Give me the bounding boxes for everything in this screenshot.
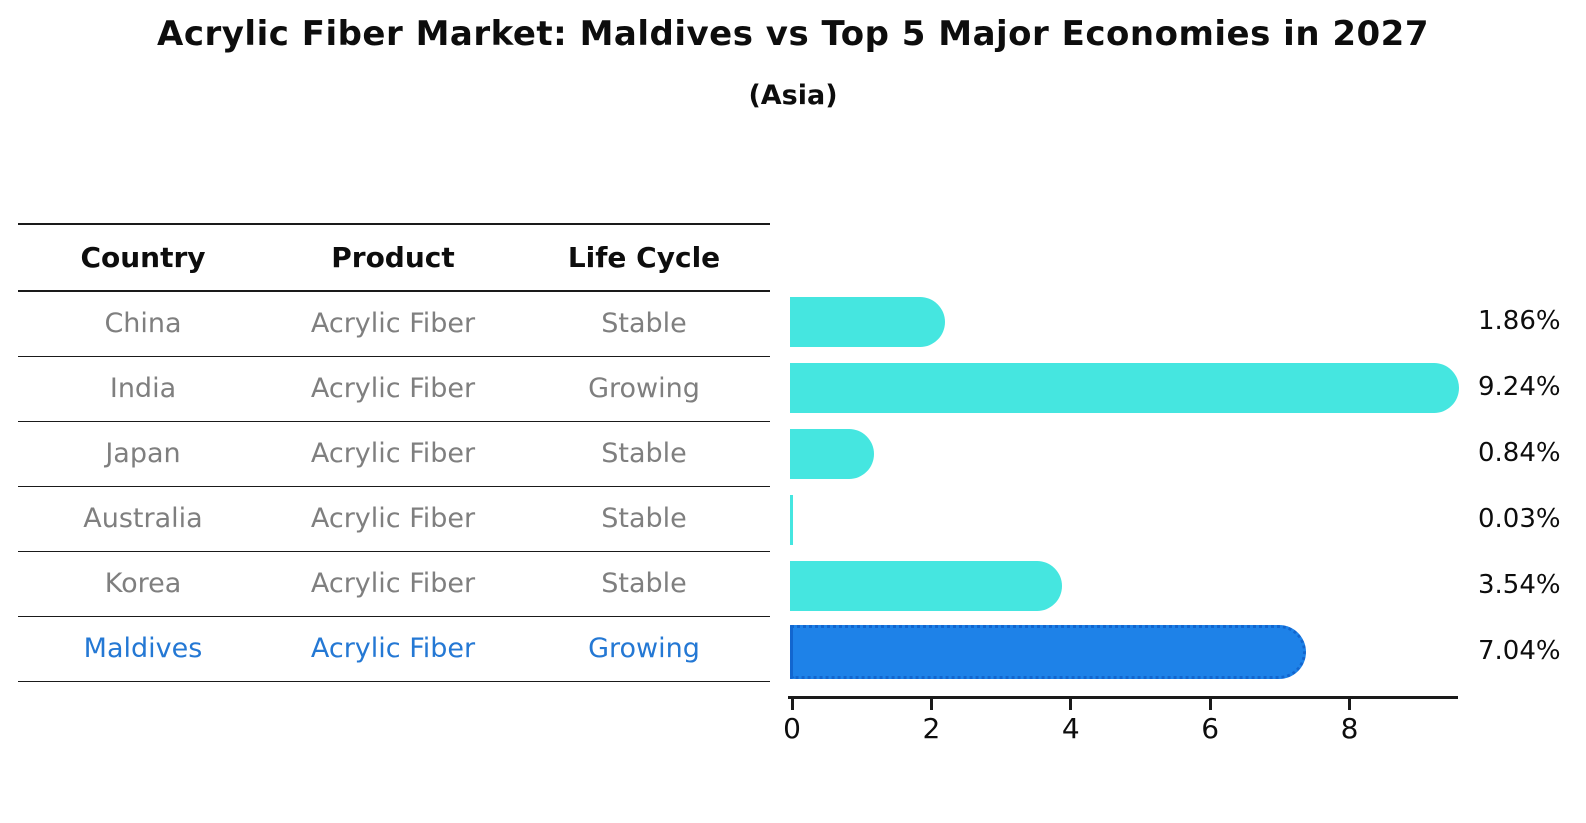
column-header-country: Country	[80, 240, 206, 274]
chart-subtitle: (Asia)	[748, 80, 838, 111]
life-cycle-cell: Growing	[588, 633, 700, 664]
table-row-maldives-highlighted: Maldives Acrylic Fiber Growing	[18, 617, 770, 682]
x-axis-tick-label: 0	[783, 712, 801, 745]
x-axis-line	[788, 696, 1458, 699]
table-row: Japan Acrylic Fiber Stable	[18, 422, 770, 487]
bar-india	[790, 363, 1460, 413]
country-cell: Maldives	[83, 633, 203, 664]
product-cell: Acrylic Fiber	[310, 373, 476, 404]
table-row: Australia Acrylic Fiber Stable	[18, 487, 770, 552]
country-cell: Australia	[83, 503, 203, 534]
table-row: Korea Acrylic Fiber Stable	[18, 552, 770, 617]
bar-value-label: 0.03%	[1478, 504, 1561, 534]
country-table: Country Product Life Cycle China Acrylic…	[18, 223, 770, 682]
life-cycle-cell: Stable	[601, 503, 687, 534]
x-axis-tick-mark	[1208, 696, 1212, 710]
table-row: India Acrylic Fiber Growing	[18, 357, 770, 422]
country-cell: Japan	[105, 438, 181, 469]
life-cycle-cell: Stable	[601, 308, 687, 339]
product-cell: Acrylic Fiber	[310, 503, 476, 534]
x-axis-tick-label: 8	[1340, 712, 1359, 745]
table-header-row: Country Product Life Cycle	[18, 225, 770, 292]
country-cell: China	[104, 308, 182, 339]
life-cycle-cell: Stable	[601, 568, 687, 599]
bar-value-label: 7.04%	[1478, 636, 1561, 666]
bar-australia	[790, 495, 793, 545]
x-axis-tick-label: 4	[1061, 712, 1080, 745]
product-cell: Acrylic Fiber	[310, 438, 476, 469]
x-axis-tick-mark	[790, 696, 794, 710]
bar-maldives-highlighted	[790, 625, 1306, 679]
bar-value-label: 1.86%	[1478, 306, 1561, 336]
bar-value-label: 3.54%	[1478, 570, 1561, 600]
x-axis-tick-mark	[1348, 696, 1352, 710]
bar-china	[790, 297, 945, 347]
x-axis-tick-label: 2	[922, 712, 941, 745]
country-cell: India	[109, 373, 177, 404]
life-cycle-cell: Stable	[601, 438, 687, 469]
table-row: China Acrylic Fiber Stable	[18, 292, 770, 357]
product-cell: Acrylic Fiber	[310, 568, 476, 599]
column-header-product: Product	[331, 240, 455, 274]
life-cycle-cell: Growing	[588, 373, 700, 404]
chart-title: Acrylic Fiber Market: Maldives vs Top 5 …	[157, 14, 1429, 54]
bar-value-label: 0.84%	[1478, 438, 1561, 468]
bar-korea	[790, 561, 1062, 611]
country-cell: Korea	[104, 568, 182, 599]
x-axis-tick-mark	[1069, 696, 1073, 710]
product-cell: Acrylic Fiber	[310, 633, 476, 664]
product-cell: Acrylic Fiber	[310, 308, 476, 339]
bar-japan	[790, 429, 874, 479]
x-axis-tick-mark	[929, 696, 933, 710]
x-axis-tick-label: 6	[1201, 712, 1220, 745]
bar-value-label: 9.24%	[1478, 372, 1561, 402]
column-header-life-cycle: Life Cycle	[567, 240, 721, 274]
